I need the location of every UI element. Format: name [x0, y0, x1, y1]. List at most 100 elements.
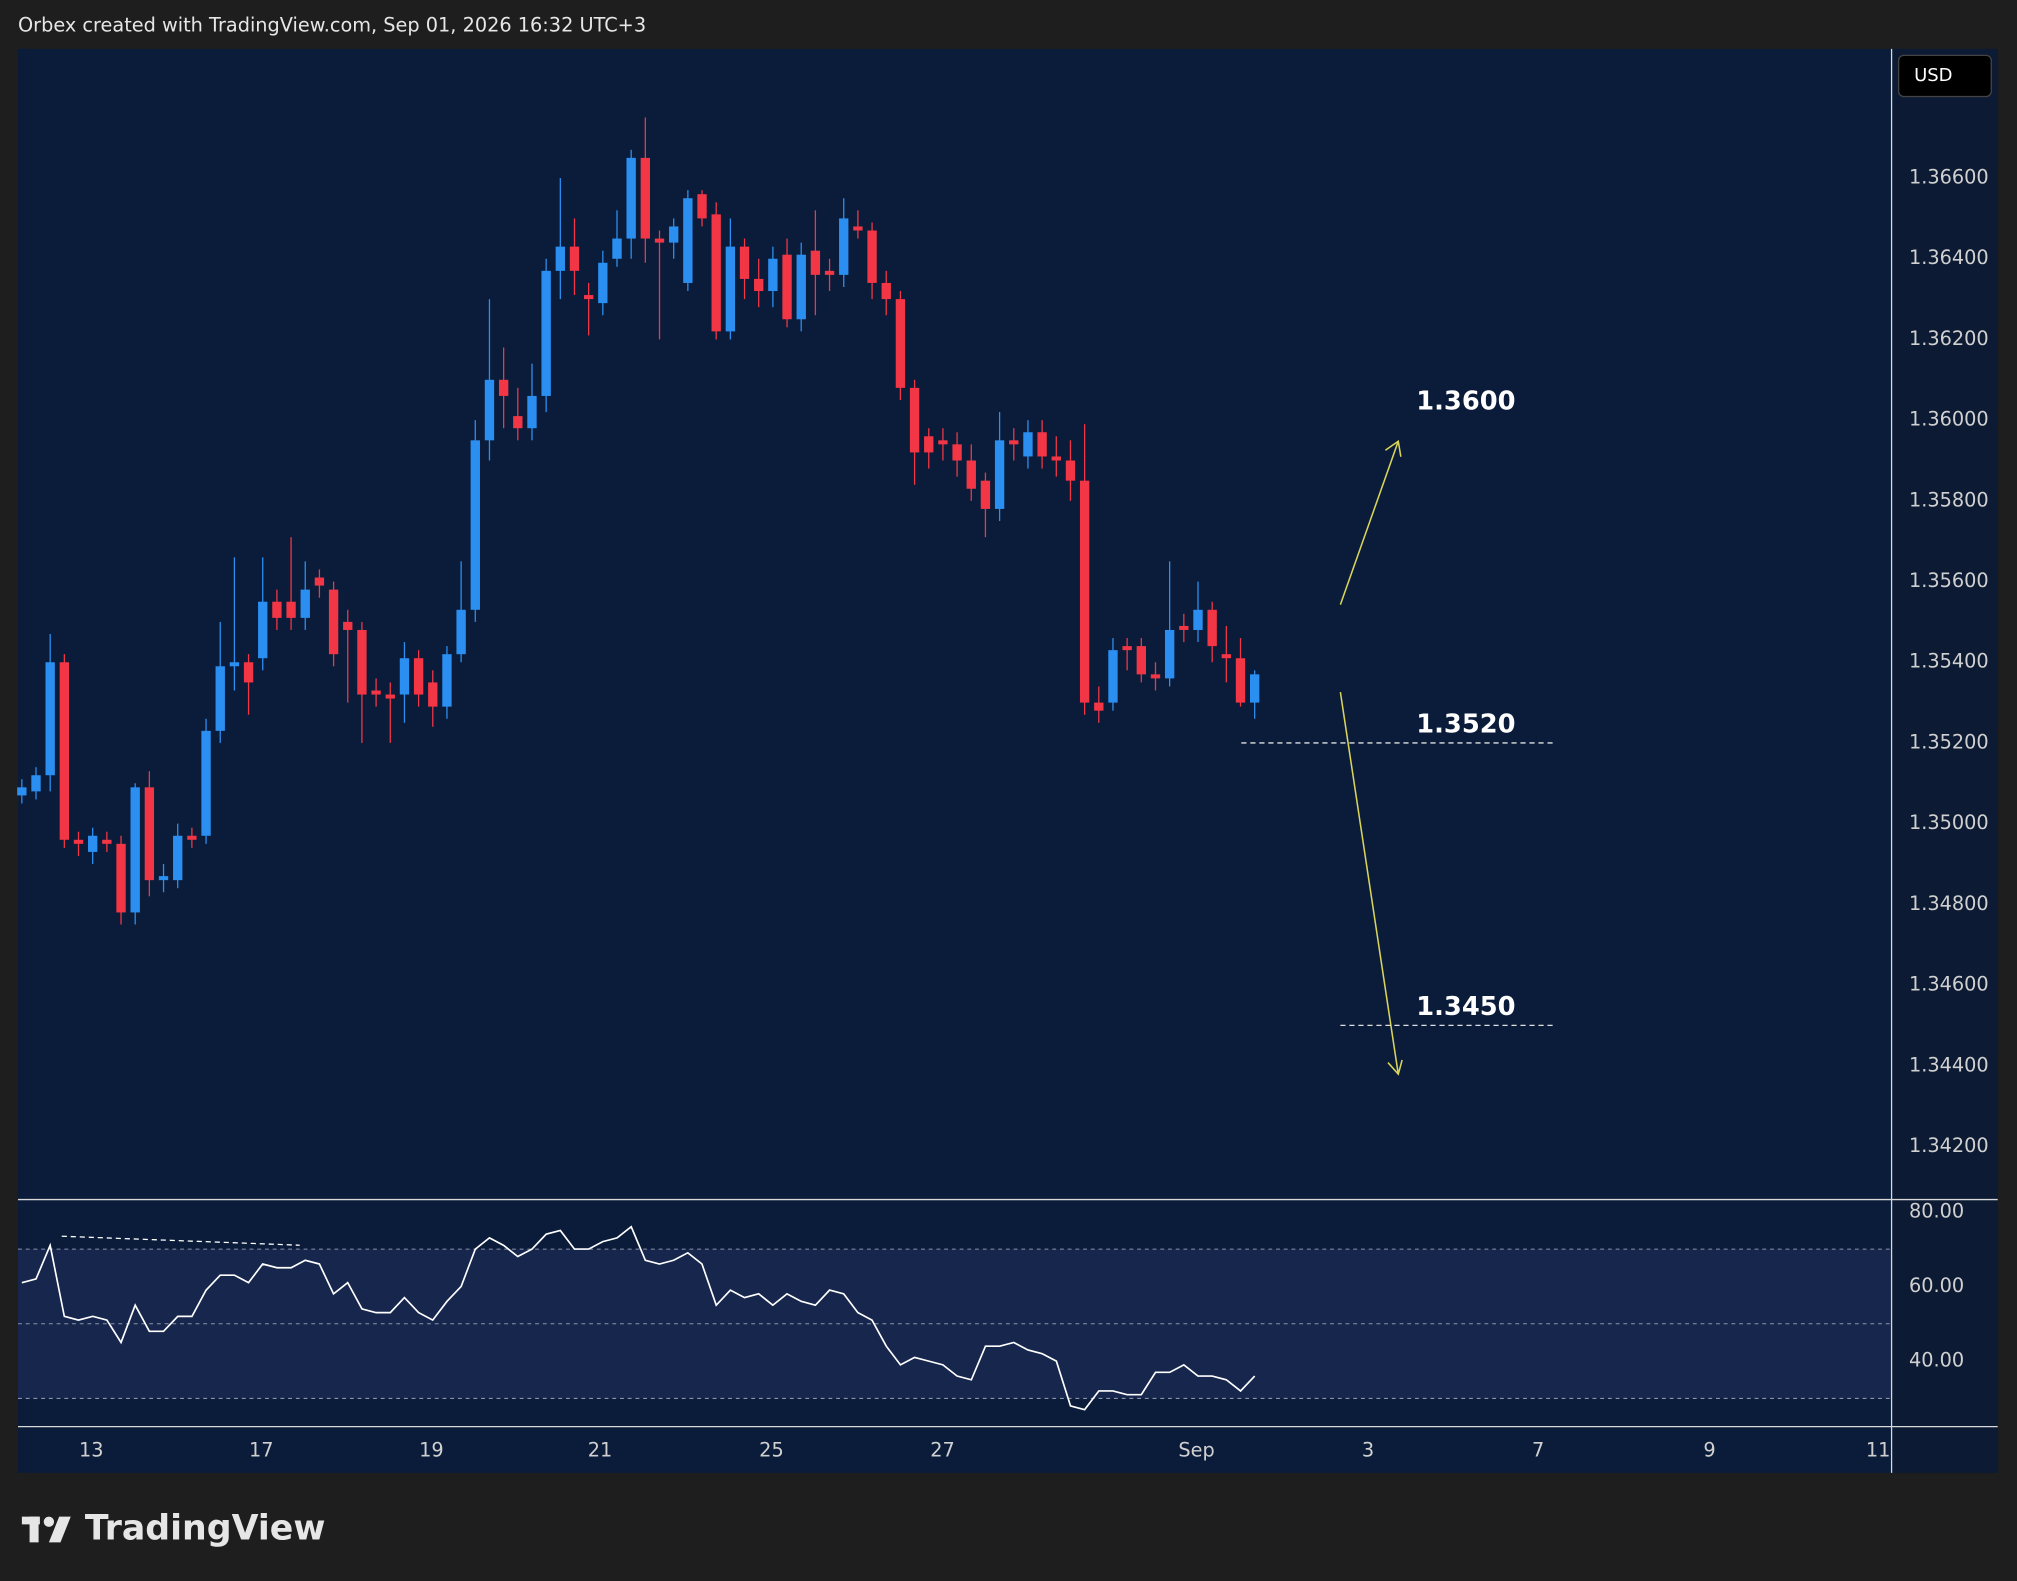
- x-tick-label: 13: [79, 1439, 104, 1462]
- candle-body: [1094, 702, 1104, 711]
- candle-body: [909, 387, 920, 453]
- candle-body: [1122, 646, 1132, 651]
- arrow-head: [1387, 1059, 1403, 1076]
- candle-body: [173, 835, 183, 881]
- candle-body: [73, 839, 84, 844]
- candle-body: [1065, 460, 1076, 481]
- candle-body: [484, 379, 495, 441]
- candle-body: [626, 157, 636, 239]
- candle-body: [343, 621, 353, 630]
- candle-body: [399, 658, 410, 695]
- candle-body: [1037, 432, 1047, 457]
- candle-body: [583, 295, 594, 300]
- x-tick-label: 7: [1532, 1439, 1544, 1462]
- candle-body: [598, 262, 608, 304]
- candle-body: [1250, 674, 1260, 703]
- candle-body: [768, 258, 778, 292]
- y-tick-label: 1.34800: [1909, 892, 1989, 915]
- y-tick-label: 1.34200: [1909, 1134, 1989, 1157]
- candle-body: [711, 214, 721, 332]
- candle-body: [428, 682, 438, 707]
- candle-body: [286, 601, 296, 618]
- candle-body: [1193, 609, 1203, 630]
- candle-body: [88, 835, 98, 852]
- x-tick-label: 21: [588, 1439, 613, 1462]
- candle-body: [853, 226, 863, 231]
- candle-body: [669, 226, 679, 243]
- y-tick-label: 1.35000: [1909, 811, 1989, 834]
- brand-logo: [21, 1516, 71, 1543]
- candle-body: [1108, 650, 1118, 703]
- candle-body: [513, 416, 523, 429]
- y-tick-label: 1.35200: [1909, 730, 1989, 753]
- brand-name: TradingView: [85, 1509, 326, 1549]
- candle-body: [867, 230, 877, 283]
- candle-body: [782, 254, 792, 320]
- rsi-line: [21, 1225, 1256, 1411]
- rsi-tick-label: 60.00: [1909, 1274, 1964, 1297]
- candle-body: [810, 250, 821, 275]
- header-text: Orbex created with TradingView.com, Sep …: [18, 13, 646, 36]
- candle-body: [754, 278, 764, 292]
- x-tick-label: 9: [1703, 1439, 1715, 1462]
- arrow-up: [1339, 440, 1399, 605]
- arrow-down: [1339, 691, 1400, 1075]
- candle-body: [144, 787, 155, 881]
- candle-body: [881, 282, 891, 300]
- candle-body: [924, 436, 934, 453]
- y-tick-label: 1.36000: [1909, 408, 1989, 431]
- level-label: 1.3450: [1416, 992, 1515, 1022]
- candle-body: [654, 238, 665, 243]
- y-tick-label: 1.35800: [1909, 488, 1989, 511]
- logo-shape: [43, 1516, 55, 1527]
- candle-body: [796, 254, 806, 320]
- candle-body: [45, 662, 55, 776]
- candle-body: [683, 198, 693, 283]
- logo-shape: [48, 1516, 71, 1543]
- rsi-tick-label: 40.00: [1909, 1349, 1964, 1372]
- candle-body: [839, 218, 849, 275]
- candle-body: [229, 662, 240, 667]
- candle-body: [1179, 625, 1189, 630]
- candle-body: [994, 440, 1005, 509]
- forecast-arrows: [1339, 439, 1403, 1076]
- x-tick-label: 3: [1362, 1439, 1374, 1462]
- candle-body: [527, 395, 537, 429]
- candle-body: [640, 157, 651, 239]
- candle-body: [59, 662, 70, 840]
- candle-body: [413, 658, 424, 695]
- y-tick-label: 1.36600: [1909, 166, 1989, 189]
- candle-body: [1009, 440, 1019, 445]
- candle-body: [1051, 456, 1061, 461]
- candle-body: [130, 787, 140, 913]
- candle-body: [456, 609, 466, 655]
- level-label: 1.3600: [1416, 387, 1515, 417]
- candle-body: [470, 440, 480, 610]
- candle-body: [371, 690, 381, 695]
- candle-body: [158, 876, 169, 881]
- candle-body: [328, 589, 339, 655]
- candle-body: [824, 270, 835, 275]
- arrow-head: [1384, 439, 1402, 457]
- candle-body: [725, 246, 736, 332]
- rsi-tick-label: 80.00: [1909, 1199, 1964, 1222]
- candle-body: [966, 460, 976, 489]
- candle-body: [1079, 480, 1090, 703]
- y-tick-label: 1.35400: [1909, 650, 1989, 673]
- x-tick-label: Sep: [1178, 1439, 1214, 1462]
- candle-body: [1235, 658, 1246, 703]
- candle-body: [215, 666, 225, 731]
- candle-body: [980, 480, 991, 509]
- candle-body: [17, 787, 27, 796]
- candle-body: [31, 775, 41, 792]
- candle-body: [102, 839, 112, 844]
- candle-body: [498, 379, 509, 396]
- currency-button[interactable]: [1898, 54, 1992, 98]
- candle-body: [555, 246, 565, 271]
- candle-body: [952, 444, 962, 461]
- price-axis: [1892, 48, 1998, 1473]
- candle-body: [541, 270, 551, 396]
- currency-label[interactable]: USD: [1914, 65, 1952, 86]
- candle-body: [1150, 674, 1161, 679]
